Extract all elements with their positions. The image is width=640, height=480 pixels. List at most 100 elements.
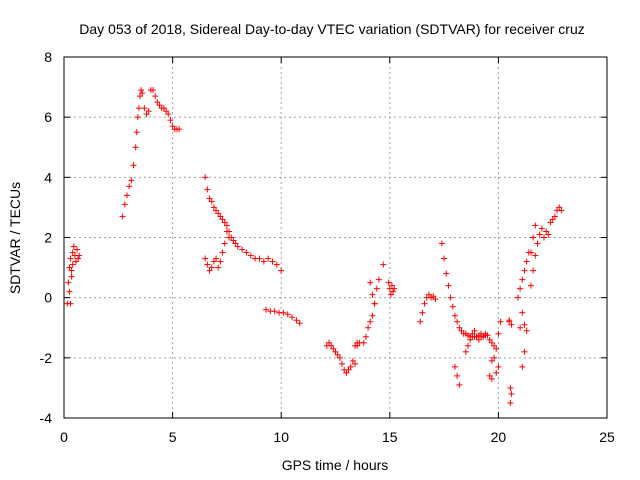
- data-point: [289, 314, 296, 321]
- data-point: [425, 291, 432, 298]
- data-point: [215, 264, 222, 271]
- data-point: [488, 339, 495, 346]
- data-point: [517, 285, 524, 292]
- data-point: [273, 261, 280, 268]
- data-point: [72, 258, 79, 265]
- data-point: [558, 207, 565, 214]
- data-point: [352, 360, 359, 367]
- data-point: [521, 321, 528, 328]
- data-point: [506, 317, 513, 324]
- data-point: [343, 369, 350, 376]
- data-point: [464, 342, 471, 349]
- data-point: [390, 288, 397, 295]
- data-point: [223, 228, 230, 235]
- data-point: [156, 102, 163, 109]
- data-point: [165, 111, 172, 118]
- data-point: [488, 357, 495, 364]
- data-point: [527, 249, 534, 256]
- data-point: [69, 249, 76, 256]
- data-point: [226, 234, 233, 241]
- data-point: [265, 255, 272, 262]
- x-axis-label: GPS time / hours: [282, 457, 389, 473]
- data-point: [543, 228, 550, 235]
- data-point: [345, 366, 352, 373]
- data-point: [154, 99, 161, 106]
- data-point: [456, 381, 463, 388]
- data-point: [493, 369, 500, 376]
- data-point: [69, 261, 76, 268]
- data-point: [521, 267, 528, 274]
- data-point: [130, 162, 137, 169]
- data-point: [208, 198, 215, 205]
- data-point: [76, 252, 83, 259]
- data-point: [462, 348, 469, 355]
- data-point: [223, 222, 230, 229]
- data-point: [128, 177, 135, 184]
- y-tick-label: 2: [44, 230, 52, 246]
- data-point: [119, 213, 126, 220]
- data-point: [330, 345, 337, 352]
- data-point: [217, 258, 224, 265]
- x-tick-label: 10: [273, 429, 289, 445]
- y-tick-labels: -4 -2 0 2 4 6 8: [40, 49, 53, 426]
- data-point: [441, 255, 448, 262]
- data-point: [293, 317, 300, 324]
- data-point: [141, 105, 148, 112]
- data-point: [419, 309, 426, 316]
- data-point: [467, 336, 474, 343]
- data-point: [534, 240, 541, 247]
- data-point: [532, 252, 539, 259]
- data-point: [486, 336, 493, 343]
- data-point: [138, 87, 145, 94]
- data-point: [202, 174, 209, 181]
- data-point: [391, 285, 398, 292]
- data-point: [213, 207, 220, 214]
- data-point: [451, 363, 458, 370]
- data-point: [491, 354, 498, 361]
- data-point: [284, 311, 291, 318]
- data-point: [210, 204, 217, 211]
- data-point: [176, 126, 183, 133]
- data-point: [210, 258, 217, 265]
- data-point: [139, 90, 146, 97]
- data-point: [367, 318, 374, 325]
- data-point: [456, 324, 463, 331]
- x-tick-label: 15: [382, 429, 398, 445]
- data-point: [74, 246, 81, 253]
- data-point: [217, 213, 224, 220]
- y-axis-label: SDTVAR / TECUs: [7, 182, 23, 294]
- data-point: [532, 222, 539, 229]
- data-point: [488, 375, 495, 382]
- data-point: [527, 282, 534, 289]
- data-point: [469, 330, 476, 337]
- data-point: [371, 300, 378, 307]
- data-point: [443, 270, 450, 277]
- data-point: [417, 318, 424, 325]
- data-point: [551, 213, 558, 220]
- data-point: [545, 231, 552, 238]
- y-tick-label: 4: [44, 169, 52, 185]
- data-point: [204, 261, 211, 268]
- data-point: [521, 348, 528, 355]
- data-point: [536, 231, 543, 238]
- data-point: [336, 354, 343, 361]
- data-point: [514, 294, 521, 301]
- data-point: [215, 210, 222, 217]
- data-point: [67, 300, 74, 307]
- data-point: [137, 93, 144, 100]
- data-point: [519, 276, 526, 283]
- data-point: [143, 111, 150, 118]
- data-point: [328, 342, 335, 349]
- x-tick-labels: 0 5 10 15 20 25: [60, 429, 615, 445]
- data-point: [547, 219, 554, 226]
- data-point: [495, 363, 502, 370]
- y-tick-label: 0: [44, 290, 52, 306]
- data-point: [508, 390, 515, 397]
- data-point: [365, 324, 372, 331]
- data-point: [373, 285, 380, 292]
- data-point: [523, 258, 530, 265]
- data-point: [347, 363, 354, 370]
- data-point: [438, 240, 445, 247]
- data-point: [478, 330, 485, 337]
